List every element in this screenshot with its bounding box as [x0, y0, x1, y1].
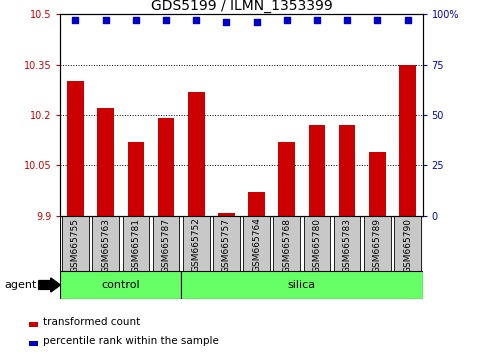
Text: GSM665787: GSM665787	[161, 218, 170, 273]
Bar	[243, 216, 270, 271]
Bar	[67, 81, 84, 354]
Bar	[92, 216, 119, 271]
Text: agent: agent	[5, 280, 37, 290]
Point	[223, 19, 230, 25]
Bar	[181, 271, 423, 299]
Text: percentile rank within the sample: percentile rank within the sample	[43, 336, 218, 346]
Text: GSM665763: GSM665763	[101, 218, 110, 273]
Bar	[394, 216, 421, 271]
Bar	[248, 193, 265, 354]
Point	[192, 17, 200, 23]
Text: GSM665768: GSM665768	[282, 218, 291, 273]
Bar	[304, 216, 330, 271]
Bar	[60, 271, 181, 299]
Point	[71, 17, 79, 23]
Text: GSM665790: GSM665790	[403, 218, 412, 273]
Bar	[213, 216, 240, 271]
Bar	[334, 216, 360, 271]
Bar	[128, 142, 144, 354]
Text: GSM665783: GSM665783	[342, 218, 352, 273]
Bar	[273, 216, 300, 271]
Point	[253, 19, 260, 25]
Point	[404, 17, 412, 23]
Bar	[369, 152, 385, 354]
Text: GSM665781: GSM665781	[131, 218, 141, 273]
Bar	[339, 125, 355, 354]
Bar	[218, 213, 235, 354]
Text: GSM665789: GSM665789	[373, 218, 382, 273]
Text: silica: silica	[288, 280, 316, 290]
Bar	[183, 216, 210, 271]
Text: GSM665755: GSM665755	[71, 218, 80, 273]
Bar	[98, 108, 114, 354]
Text: GSM665752: GSM665752	[192, 218, 201, 273]
Title: GDS5199 / ILMN_1353399: GDS5199 / ILMN_1353399	[151, 0, 332, 13]
Text: GSM665757: GSM665757	[222, 218, 231, 273]
Text: GSM665764: GSM665764	[252, 218, 261, 273]
Point	[343, 17, 351, 23]
Text: GSM665780: GSM665780	[313, 218, 322, 273]
Bar	[158, 119, 174, 354]
Point	[102, 17, 110, 23]
Point	[132, 17, 140, 23]
Bar	[62, 216, 89, 271]
Point	[162, 17, 170, 23]
Bar	[123, 216, 149, 271]
Point	[283, 17, 291, 23]
Bar	[153, 216, 179, 271]
Point	[373, 17, 381, 23]
Text: transformed count: transformed count	[43, 317, 140, 327]
Bar	[364, 216, 391, 271]
Text: control: control	[101, 280, 140, 290]
Bar	[279, 142, 295, 354]
Bar	[399, 65, 416, 354]
Bar	[309, 125, 325, 354]
Bar	[188, 92, 204, 354]
Point	[313, 17, 321, 23]
